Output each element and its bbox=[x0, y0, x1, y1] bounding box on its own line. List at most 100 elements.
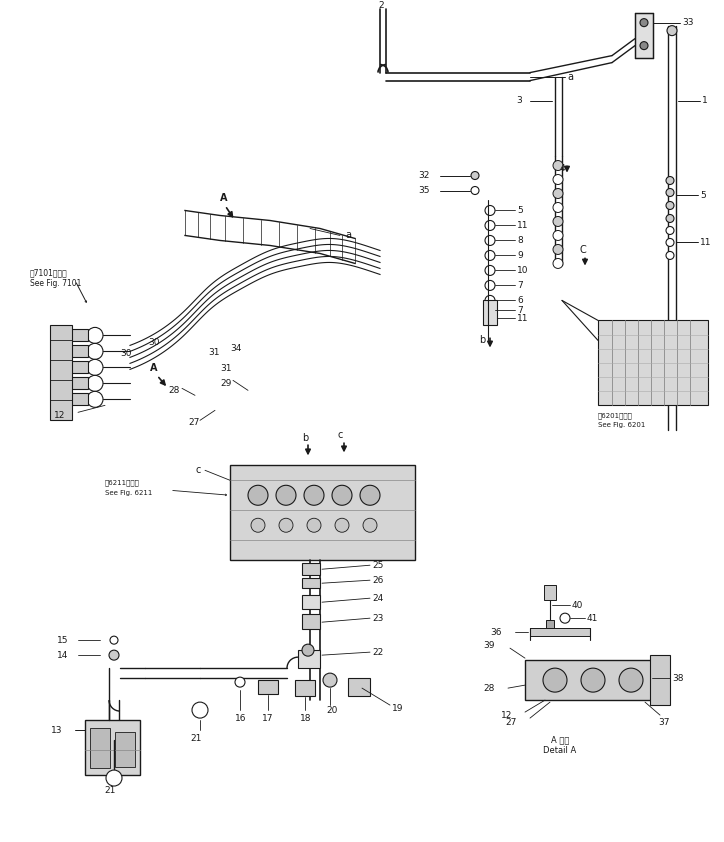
Text: 9: 9 bbox=[517, 251, 523, 260]
Circle shape bbox=[335, 518, 349, 532]
Bar bbox=[650, 655, 670, 705]
Text: 7: 7 bbox=[517, 306, 523, 315]
Bar bbox=[85, 720, 140, 775]
Text: 28: 28 bbox=[168, 386, 180, 395]
Text: 17: 17 bbox=[262, 714, 274, 722]
Circle shape bbox=[302, 644, 314, 656]
Circle shape bbox=[553, 189, 563, 199]
Text: 38: 38 bbox=[672, 674, 683, 683]
Circle shape bbox=[87, 328, 103, 344]
Circle shape bbox=[666, 252, 674, 259]
Text: 27: 27 bbox=[505, 717, 517, 727]
Text: C: C bbox=[580, 246, 586, 255]
Text: 25: 25 bbox=[372, 561, 384, 570]
Circle shape bbox=[666, 226, 674, 234]
Text: 10: 10 bbox=[517, 266, 529, 275]
Circle shape bbox=[279, 518, 293, 532]
Bar bbox=[302, 563, 320, 575]
Bar bbox=[50, 325, 72, 420]
Text: 4: 4 bbox=[560, 164, 565, 173]
Circle shape bbox=[553, 174, 563, 184]
Text: 39: 39 bbox=[484, 641, 495, 650]
Bar bbox=[258, 680, 278, 694]
Bar bbox=[90, 728, 110, 768]
Text: 30: 30 bbox=[120, 349, 132, 358]
Circle shape bbox=[553, 216, 563, 226]
Bar bbox=[60, 377, 88, 389]
Text: 23: 23 bbox=[372, 614, 384, 623]
Circle shape bbox=[581, 669, 605, 692]
Circle shape bbox=[553, 258, 563, 269]
Text: 18: 18 bbox=[300, 714, 311, 722]
Circle shape bbox=[666, 201, 674, 210]
Bar bbox=[530, 628, 590, 637]
Circle shape bbox=[666, 189, 674, 196]
Circle shape bbox=[666, 238, 674, 247]
Text: See Fig. 7101: See Fig. 7101 bbox=[30, 279, 81, 288]
Bar bbox=[483, 301, 497, 325]
Text: 16: 16 bbox=[235, 714, 246, 722]
Text: 8: 8 bbox=[517, 236, 523, 245]
Bar bbox=[525, 660, 655, 700]
Text: 33: 33 bbox=[682, 19, 694, 27]
Bar bbox=[60, 345, 88, 357]
Circle shape bbox=[485, 221, 495, 231]
Bar bbox=[230, 466, 415, 560]
Text: 27: 27 bbox=[188, 418, 199, 427]
Text: 37: 37 bbox=[658, 717, 670, 727]
Text: 24: 24 bbox=[372, 594, 383, 603]
Circle shape bbox=[485, 313, 495, 323]
Bar bbox=[302, 578, 320, 589]
Text: 3: 3 bbox=[516, 96, 522, 105]
Bar bbox=[544, 585, 556, 600]
Circle shape bbox=[485, 265, 495, 275]
Text: 20: 20 bbox=[326, 706, 337, 715]
Text: a: a bbox=[567, 72, 573, 82]
Bar bbox=[635, 13, 653, 57]
Circle shape bbox=[332, 485, 352, 505]
Bar bbox=[60, 361, 88, 373]
Bar bbox=[598, 321, 708, 405]
Text: 21: 21 bbox=[104, 786, 116, 795]
Text: 13: 13 bbox=[51, 726, 62, 734]
Circle shape bbox=[485, 250, 495, 260]
Text: 2: 2 bbox=[378, 1, 384, 10]
Text: See Fig. 6211: See Fig. 6211 bbox=[105, 490, 152, 496]
Circle shape bbox=[235, 677, 245, 687]
Text: 15: 15 bbox=[56, 636, 68, 645]
Circle shape bbox=[110, 637, 118, 644]
Circle shape bbox=[553, 244, 563, 254]
Text: 22: 22 bbox=[372, 647, 383, 657]
Circle shape bbox=[248, 485, 268, 505]
Circle shape bbox=[304, 485, 324, 505]
Text: 31: 31 bbox=[220, 364, 232, 373]
Text: 第7101図参照: 第7101図参照 bbox=[30, 268, 68, 277]
Bar bbox=[302, 595, 320, 609]
Text: 11: 11 bbox=[700, 238, 712, 247]
Circle shape bbox=[619, 669, 643, 692]
Text: 31: 31 bbox=[208, 348, 219, 357]
Circle shape bbox=[543, 669, 567, 692]
Text: 26: 26 bbox=[372, 576, 384, 584]
Circle shape bbox=[87, 392, 103, 408]
Text: 14: 14 bbox=[56, 651, 68, 659]
Text: 41: 41 bbox=[587, 614, 598, 623]
Bar bbox=[295, 680, 315, 696]
Bar bbox=[60, 393, 88, 405]
Text: 11: 11 bbox=[517, 314, 529, 322]
Circle shape bbox=[363, 518, 377, 532]
Circle shape bbox=[87, 360, 103, 376]
Text: c: c bbox=[195, 466, 201, 475]
Text: 11: 11 bbox=[517, 221, 529, 230]
Circle shape bbox=[323, 673, 337, 687]
Bar bbox=[302, 614, 320, 629]
Text: 19: 19 bbox=[392, 704, 403, 712]
Text: 6: 6 bbox=[517, 296, 523, 305]
Text: 12: 12 bbox=[500, 711, 512, 720]
Circle shape bbox=[666, 177, 674, 184]
Circle shape bbox=[640, 41, 648, 50]
Text: 30: 30 bbox=[148, 338, 159, 347]
Text: 5: 5 bbox=[700, 191, 706, 200]
Bar bbox=[60, 329, 88, 341]
Text: 12: 12 bbox=[54, 411, 65, 420]
